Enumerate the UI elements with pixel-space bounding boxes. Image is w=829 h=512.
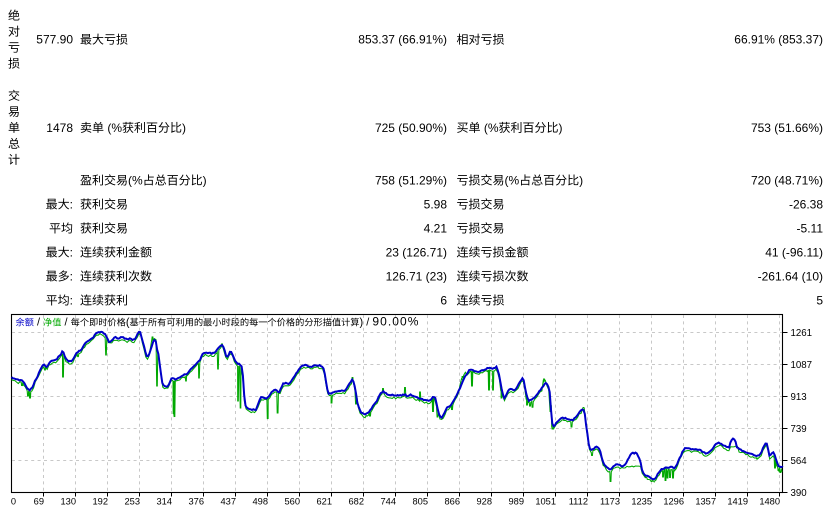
- svg-text:): ): [203, 174, 207, 188]
- svg-text:928: 928: [476, 497, 492, 507]
- svg-text:69: 69: [34, 497, 44, 507]
- svg-text:498: 498: [252, 497, 268, 507]
- svg-text:1173: 1173: [600, 497, 620, 507]
- svg-text:1051: 1051: [535, 497, 556, 507]
- svg-text:4.21: 4.21: [424, 222, 448, 236]
- svg-text:1478: 1478: [46, 121, 73, 135]
- svg-text:): ): [559, 121, 563, 135]
- svg-text:-26.38: -26.38: [789, 198, 823, 212]
- svg-text:314: 314: [156, 497, 172, 507]
- svg-text:253: 253: [124, 497, 140, 507]
- svg-text:744: 744: [380, 497, 396, 507]
- svg-text::: :: [70, 198, 73, 212]
- svg-text:739: 739: [791, 424, 807, 435]
- svg-text:390: 390: [791, 488, 808, 499]
- svg-text:(%: (%: [128, 174, 143, 188]
- svg-text:66.91% (853.37): 66.91% (853.37): [734, 33, 823, 47]
- svg-text:) /: ) /: [360, 317, 371, 329]
- svg-text:-261.64 (10): -261.64 (10): [758, 270, 823, 284]
- svg-text:1087: 1087: [791, 360, 813, 371]
- svg-text:1357: 1357: [695, 497, 716, 507]
- svg-text:1480: 1480: [759, 497, 780, 507]
- svg-text:560: 560: [284, 497, 300, 507]
- svg-text:(%: (%: [107, 121, 122, 135]
- svg-text:(: (: [126, 317, 130, 329]
- svg-text:805: 805: [412, 497, 428, 507]
- svg-text:): ): [579, 174, 583, 188]
- svg-text:-5.11: -5.11: [797, 222, 824, 236]
- svg-text::: :: [70, 270, 73, 284]
- svg-text:126.71 (23): 126.71 (23): [386, 270, 447, 284]
- svg-text:725 (50.90%): 725 (50.90%): [375, 121, 447, 135]
- svg-text:1296: 1296: [663, 497, 684, 507]
- svg-text:23 (126.71): 23 (126.71): [386, 246, 447, 260]
- svg-text:1235: 1235: [631, 497, 652, 507]
- svg-text:853.37 (66.91%): 853.37 (66.91%): [358, 33, 447, 47]
- svg-text:437: 437: [220, 497, 236, 507]
- svg-text:6: 6: [440, 294, 447, 308]
- svg-text:989: 989: [508, 497, 524, 507]
- svg-text:376: 376: [188, 497, 204, 507]
- svg-text:913: 913: [791, 392, 807, 403]
- svg-text:5: 5: [816, 294, 823, 308]
- svg-text:758 (51.29%): 758 (51.29%): [375, 174, 447, 188]
- svg-text:720 (48.71%): 720 (48.71%): [751, 174, 823, 188]
- svg-text:1419: 1419: [727, 497, 748, 507]
- svg-text:682: 682: [348, 497, 364, 507]
- svg-text:621: 621: [316, 497, 332, 507]
- svg-text::: :: [70, 294, 73, 308]
- svg-text:/: /: [65, 317, 69, 329]
- svg-text:753 (51.66%): 753 (51.66%): [751, 121, 823, 135]
- svg-text:5.98: 5.98: [424, 198, 448, 212]
- svg-text:866: 866: [444, 497, 460, 507]
- svg-text:41 (-96.11): 41 (-96.11): [765, 246, 823, 260]
- svg-text:0: 0: [11, 497, 16, 507]
- svg-text:192: 192: [92, 497, 108, 507]
- svg-text:/: /: [37, 317, 41, 329]
- svg-text:1112: 1112: [569, 497, 588, 507]
- svg-text:90.00%: 90.00%: [372, 315, 419, 329]
- svg-text:(%: (%: [505, 174, 520, 188]
- svg-text:1261: 1261: [791, 328, 813, 339]
- svg-text:564: 564: [791, 456, 808, 467]
- svg-text:): ): [182, 121, 186, 135]
- svg-text:130: 130: [60, 497, 76, 507]
- svg-text::: :: [70, 246, 73, 260]
- svg-text:577.90: 577.90: [36, 33, 73, 47]
- svg-text:(%: (%: [484, 121, 499, 135]
